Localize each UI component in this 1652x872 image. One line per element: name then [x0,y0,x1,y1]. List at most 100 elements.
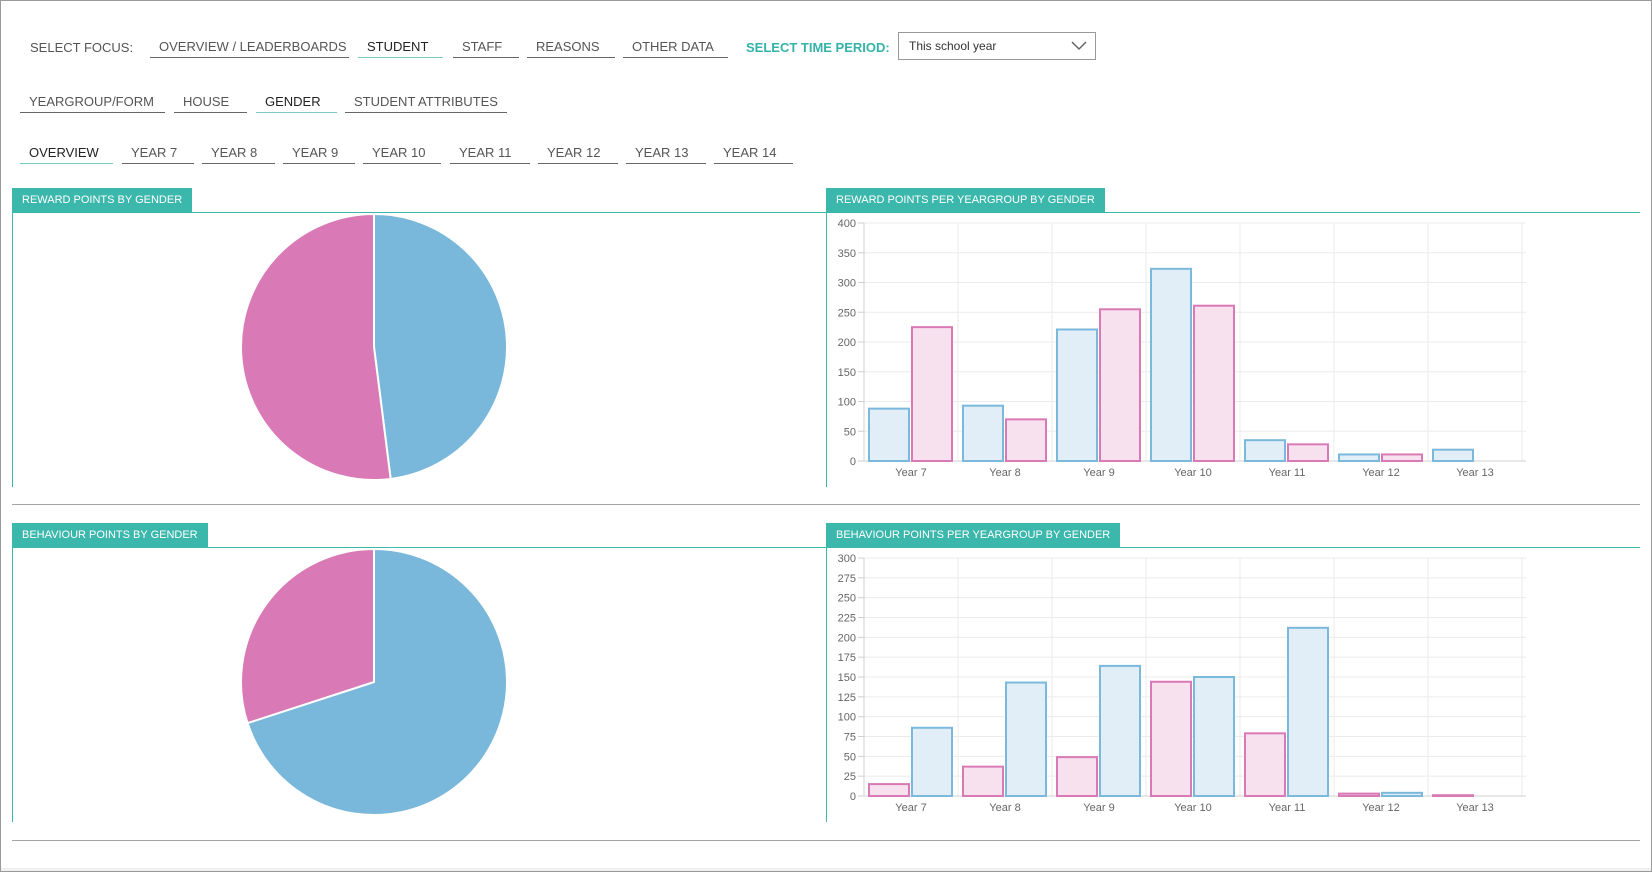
frame-shadow [1,868,1651,871]
tab-overview-leaderboards[interactable]: OVERVIEW / LEADERBOARDS [150,36,349,58]
x-tick-label: Year 10 [1174,802,1212,814]
select-focus-label: SELECT FOCUS: [30,40,134,55]
bar-s0-c6 [1432,794,1474,797]
tab-year-7[interactable]: YEAR 7 [122,142,194,164]
x-tick-label: Year 7 [895,802,926,814]
y-tick-label: 100 [838,397,856,409]
tab-year-14[interactable]: YEAR 14 [714,142,793,164]
bar-s1-c5 [1381,453,1423,463]
behaviour-pie-border [12,547,13,822]
time-period-value: This school year [909,39,997,53]
behaviour-bar-border [826,547,827,822]
reward-bar-chart: 0 50 100 150 200 250 300 350 400 Year 7 Year 8 Year… [838,218,1526,479]
tab-year-10[interactable]: YEAR 10 [363,142,441,164]
bar-s0-c1 [962,404,1004,462]
bar-s1-c4 [1287,443,1329,462]
y-tick-label: 200 [838,337,856,349]
bar-s1-c1 [1005,681,1047,797]
tab-year-12[interactable]: YEAR 12 [538,142,618,164]
bar-s1-c3 [1193,676,1235,797]
reward-bar-border [826,212,827,487]
pie-slice-1 [240,212,392,481]
x-tick-label: Year 13 [1456,467,1494,479]
section-divider [12,504,1640,505]
y-tick-label: 300 [838,553,856,565]
bar-s0-c1 [962,765,1004,797]
bar-s1-c2 [1099,308,1141,463]
tab-house[interactable]: HOUSE [174,91,247,113]
reward-pie-rule [12,212,826,213]
y-tick-label: 150 [838,672,856,684]
reward-bar-header: REWARD POINTS PER YEARGROUP BY GENDER [826,188,1105,212]
bar-s1-c4 [1287,626,1329,797]
reward-pie-chart [240,212,508,481]
y-tick-label: 200 [838,632,856,644]
behaviour-pie-header: BEHAVIOUR POINTS BY GENDER [12,523,208,547]
y-tick-label: 350 [838,248,856,260]
bar-s0-c2 [1056,328,1098,462]
behaviour-bar-rule [826,547,1640,548]
time-period-select[interactable]: This school year [898,32,1096,60]
y-tick-label: 125 [838,692,856,704]
bar-s0-c5 [1338,792,1380,797]
x-tick-label: Year 11 [1269,802,1306,814]
x-tick-label: Year 9 [1083,467,1114,479]
bar-s0-c3 [1150,267,1192,462]
x-tick-label: Year 8 [989,802,1020,814]
y-tick-label: 275 [838,573,856,585]
y-tick-label: 150 [838,367,856,379]
reward-bar-rule [826,212,1640,213]
behaviour-bar-chart: 0 25 50 75 100 125 150 175 200 225 250 275 300 Year 7… [838,553,1526,814]
tab-staff[interactable]: STAFF [453,36,519,58]
y-tick-label: 175 [838,652,856,664]
x-tick-label: Year 7 [895,467,926,479]
y-tick-label: 75 [844,732,856,744]
y-tick-label: 250 [838,307,856,319]
pie-slice-0 [246,547,508,816]
pie-slice-1 [240,547,375,725]
select-time-period-label: SELECT TIME PERIOD: [746,40,890,55]
bar-s1-c5 [1381,791,1423,797]
y-tick-label: 250 [838,593,856,605]
y-tick-label: 400 [838,218,856,230]
tab-gender[interactable]: GENDER [256,91,337,113]
tab-reasons[interactable]: REASONS [527,36,615,58]
bar-s1-c3 [1193,304,1235,462]
x-tick-label: Year 9 [1083,802,1114,814]
tab-student-attributes[interactable]: STUDENT ATTRIBUTES [345,91,507,113]
x-tick-label: Year 8 [989,467,1020,479]
behaviour-pie-rule [12,547,826,548]
bar-s0-c0 [868,407,910,462]
y-tick-label: 225 [838,613,856,625]
reward-pie-border [12,212,13,487]
x-tick-label: Year 11 [1269,467,1306,479]
tab-year-9[interactable]: YEAR 9 [283,142,355,164]
y-tick-label: 0 [850,791,856,803]
reward-pie-header: REWARD POINTS BY GENDER [12,188,193,212]
behaviour-pie-chart [240,547,508,816]
chevron-down-icon [1071,39,1087,57]
y-tick-label: 50 [844,426,856,438]
bar-s1-c0 [911,326,953,462]
bar-s0-c2 [1056,756,1098,797]
tab-overview[interactable]: OVERVIEW [20,142,113,164]
tab-yeargroup-form[interactable]: YEARGROUP/FORM [20,91,165,113]
bar-s0-c4 [1244,439,1286,463]
bottom-divider [12,840,1640,841]
pie-slice-0 [373,212,508,481]
y-tick-label: 0 [850,456,856,468]
bar-s1-c2 [1099,664,1141,798]
behaviour-bar-header: BEHAVIOUR POINTS PER YEARGROUP BY GENDER [826,523,1121,547]
tab-student[interactable]: STUDENT [358,36,443,58]
tab-year-13[interactable]: YEAR 13 [626,142,706,164]
x-tick-label: Year 12 [1362,802,1400,814]
bar-s0-c6 [1432,448,1474,463]
bar-s0-c0 [868,783,910,798]
x-tick-label: Year 10 [1174,467,1212,479]
tab-other-data[interactable]: OTHER DATA [623,36,728,58]
y-tick-label: 50 [844,751,856,763]
tab-year-8[interactable]: YEAR 8 [202,142,275,164]
y-tick-label: 25 [844,771,856,783]
bar-s1-c0 [911,726,953,797]
tab-year-11[interactable]: YEAR 11 [450,142,530,164]
